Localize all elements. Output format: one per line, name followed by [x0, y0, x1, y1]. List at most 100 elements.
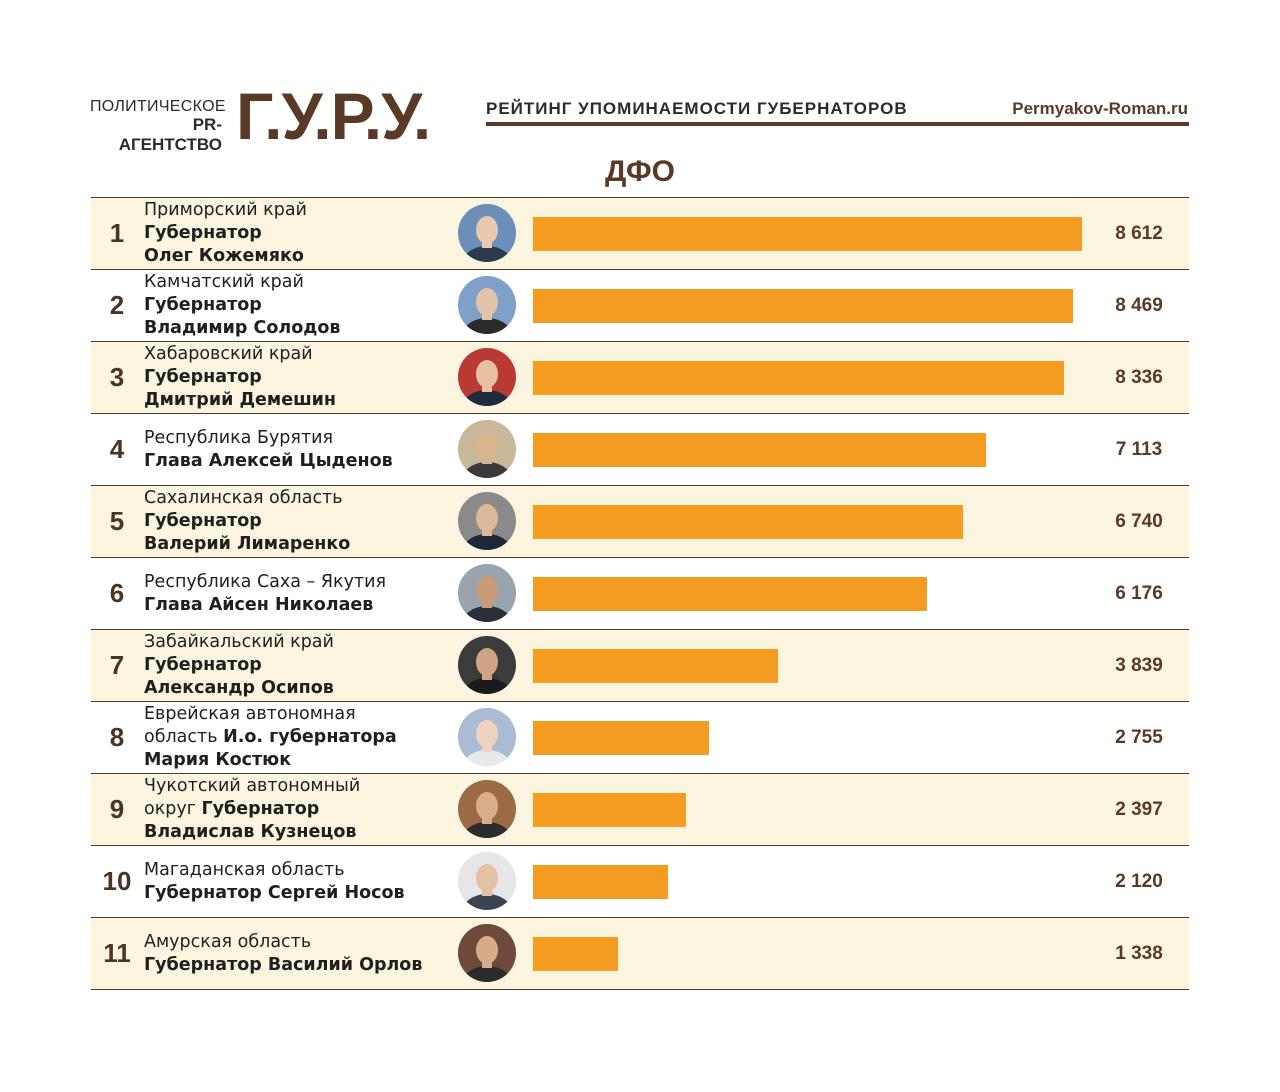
governor-label-line: область И.о. губернатора	[144, 726, 454, 749]
bar-track	[533, 198, 1093, 269]
value-label: 2 397	[1115, 799, 1163, 820]
rank-number: 3	[109, 362, 125, 392]
portrait-photo-icon	[458, 780, 516, 838]
ranking-row: 10 Магаданская область Губернатор Сергей Н…	[91, 846, 1189, 918]
ranking-row: 1 Приморский край Губернатор Олег Кожемяко 8…	[91, 198, 1189, 270]
governor-name: Владислав Кузнецов	[144, 822, 357, 842]
bar	[533, 505, 963, 539]
bar	[533, 361, 1064, 395]
value-label: 3 839	[1115, 655, 1163, 676]
portrait-photo-icon	[458, 564, 516, 622]
bar	[533, 577, 927, 611]
bar-track	[533, 558, 1093, 629]
bar	[533, 865, 668, 899]
governor-label-line: округ Губернатор	[144, 798, 454, 821]
governor-name: Губернатор	[144, 295, 262, 315]
rank-number: 2	[109, 290, 125, 320]
rank-number: 7	[109, 650, 125, 680]
governor-label: Хабаровский край Губернатор Дмитрий Демеши…	[144, 342, 454, 413]
governor-name: Губернатор	[144, 655, 262, 675]
governor-label-line: Приморский край	[144, 199, 454, 222]
governor-label-line: Губернатор Василий Орлов	[144, 954, 454, 977]
portrait-photo-icon	[458, 708, 516, 766]
rank-number: 11	[103, 938, 131, 968]
bar	[533, 217, 1082, 251]
bar-track	[533, 846, 1093, 917]
portrait-photo-icon	[458, 276, 516, 334]
bar-track	[533, 270, 1093, 341]
bar	[533, 937, 618, 971]
bar-track	[533, 630, 1093, 701]
governor-label-line: Сахалинская область	[144, 487, 454, 510]
region-name: Камчатский край	[144, 272, 304, 292]
rank-number: 10	[102, 866, 132, 896]
ranking-row: 8 Еврейская автономная область И.о. губерн…	[91, 702, 1189, 774]
site-link[interactable]: Permyakov-Roman.ru	[1012, 99, 1188, 118]
governor-label: Амурская область Губернатор Василий Орлов	[144, 918, 454, 989]
bar-track	[533, 414, 1093, 485]
governor-label: Еврейская автономная область И.о. губерна…	[144, 702, 454, 773]
rank-number: 9	[109, 794, 125, 824]
value-label: 2 755	[1115, 727, 1163, 748]
governor-label-line: Олег Кожемяко	[144, 245, 454, 268]
governor-label-line: Забайкальский край	[144, 631, 454, 654]
governor-label: Приморский край Губернатор Олег Кожемяко	[144, 198, 454, 269]
ranking-row: 5 Сахалинская область Губернатор Валерий Ли…	[91, 486, 1189, 558]
rank-number: 4	[109, 434, 125, 464]
governor-label: Сахалинская область Губернатор Валерий Лим…	[144, 486, 454, 557]
governor-name: Владимир Солодов	[144, 318, 341, 338]
governor-label-line: Дмитрий Демешин	[144, 389, 454, 412]
bar	[533, 433, 986, 467]
governor-label-line: Валерий Лимаренко	[144, 533, 454, 556]
governor-name: И.о. губернатора	[223, 727, 397, 747]
governor-label-line: Владимир Солодов	[144, 317, 454, 340]
governor-name: Глава Алексей Цыденов	[144, 450, 393, 471]
ranking-row: 3 Хабаровский край Губернатор Дмитрий Демеш…	[91, 342, 1189, 414]
governor-label-line: Еврейская автономная	[144, 703, 454, 726]
governor-label: Забайкальский край Губернатор Александр Ос…	[144, 630, 454, 701]
region-name: округ	[144, 799, 202, 819]
ranking-row: 4 Республика Бурятия Глава Алексей Цыденов…	[91, 414, 1189, 486]
governor-label-line: Мария Костюк	[144, 749, 454, 772]
governor-label-line: Чукотский автономный	[144, 775, 454, 798]
guru-logo: Г.У.Р.У.	[236, 79, 431, 153]
governor-label-line: Губернатор	[144, 294, 454, 317]
governor-label-line: Александр Осипов	[144, 677, 454, 700]
value-label: 2 120	[1115, 871, 1163, 892]
governor-name: Глава Айсен Николаев	[144, 594, 374, 615]
bar-track	[533, 486, 1093, 557]
agency-name-line1: ПОЛИТИЧЕСКОЕ	[90, 98, 226, 115]
governor-label: Чукотский автономный округ Губернатор Влад…	[144, 774, 454, 845]
governor-label-line: Губернатор	[144, 222, 454, 245]
governor-name: Валерий Лимаренко	[144, 534, 351, 554]
agency-name-line2: PR-АГЕНТСТВО	[118, 115, 222, 154]
portrait-photo-icon	[458, 852, 516, 910]
governor-name: Губернатор	[144, 511, 262, 531]
governor-name: Губернатор	[144, 223, 262, 243]
governor-label: Камчатский край Губернатор Владимир Солодо…	[144, 270, 454, 341]
region-name: Республика Саха – Якутия	[144, 571, 387, 592]
governor-label-line: Глава Алексей Цыденов	[144, 450, 454, 473]
ranking-row: 7 Забайкальский край Губернатор Александр О…	[91, 630, 1189, 702]
governor-name: Губернатор Василий Орлов	[144, 954, 423, 975]
rating-title: РЕЙТИНГ УПОМИНАЕМОСТИ ГУБЕРНАТОРОВ	[486, 99, 908, 118]
value-label: 8 469	[1115, 295, 1163, 316]
header-divider	[486, 122, 1189, 126]
portrait-photo-icon	[458, 492, 516, 550]
bar	[533, 289, 1073, 323]
value-label: 8 612	[1115, 223, 1163, 244]
governor-name: Александр Осипов	[144, 678, 334, 698]
portrait-photo-icon	[458, 204, 516, 262]
portrait-photo-icon	[458, 636, 516, 694]
region-name: Амурская область	[144, 931, 312, 952]
governor-name: Дмитрий Демешин	[144, 390, 337, 410]
governor-label: Республика Саха – Якутия Глава Айсен Нико…	[144, 558, 454, 629]
bar-track	[533, 702, 1093, 773]
ranking-row: 11 Амурская область Губернатор Василий Орл…	[91, 918, 1189, 990]
ranking-table: 1 Приморский край Губернатор Олег Кожемяко 8…	[91, 197, 1189, 990]
ranking-row: 2 Камчатский край Губернатор Владимир Солод…	[91, 270, 1189, 342]
region-name: Магаданская область	[144, 859, 345, 880]
governor-label: Республика Бурятия Глава Алексей Цыденов	[144, 414, 454, 485]
region-title: ДФО	[605, 155, 675, 188]
governor-label-line: Губернатор	[144, 654, 454, 677]
